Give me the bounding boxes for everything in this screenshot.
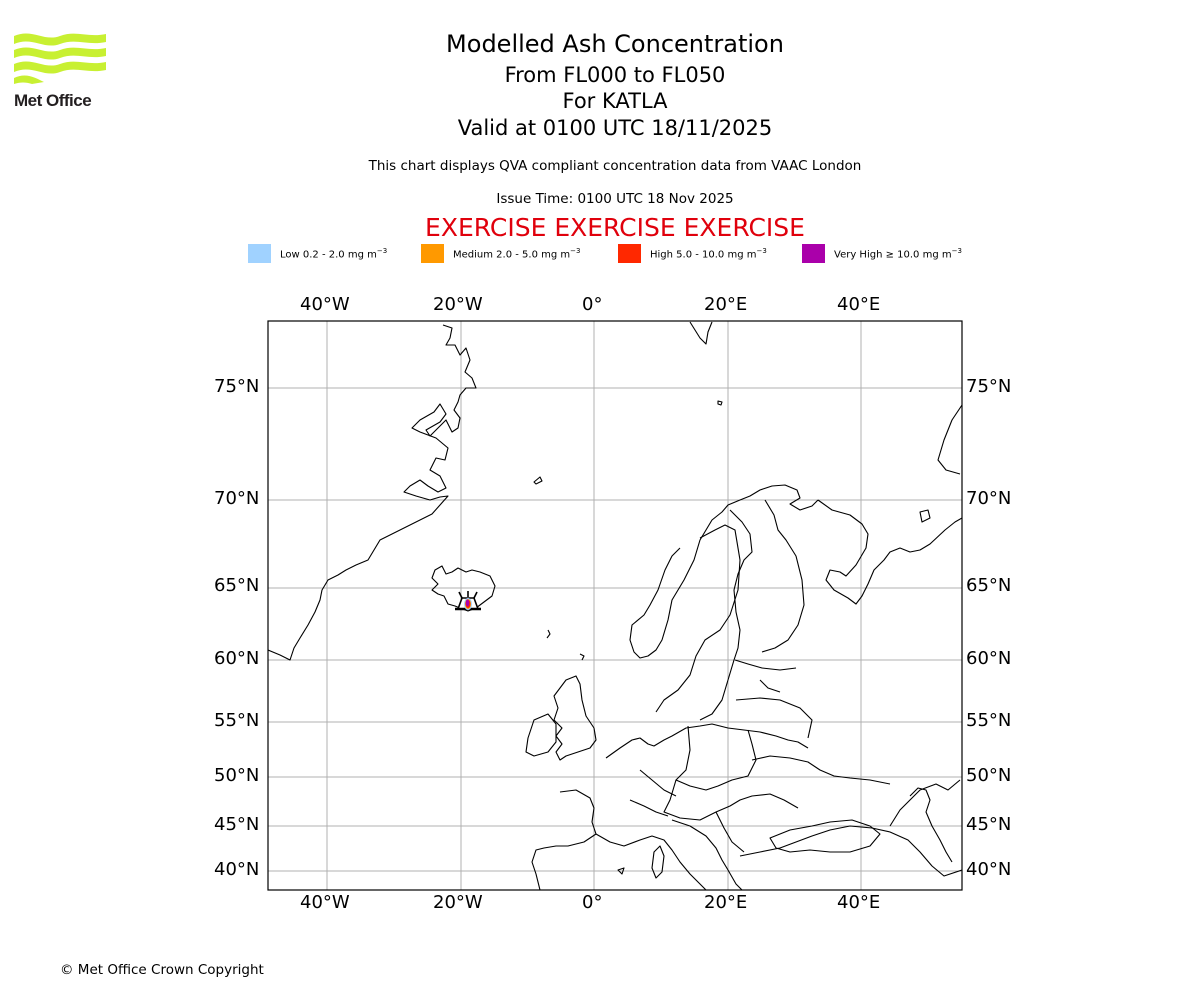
legend-swatch-medium: [421, 244, 444, 263]
lat-tick-left-45n: 45°N: [214, 814, 260, 835]
valid-time: Valid at 0100 UTC 18/11/2025: [457, 116, 773, 140]
legend-label-low: Low 0.2 - 2.0 mg m: [280, 249, 377, 261]
exercise-banner: EXERCISE EXERCISE EXERCISE: [425, 213, 805, 242]
lat-tick-left-40n: 40°N: [214, 859, 260, 880]
lat-tick-right-65n: 65°N: [966, 575, 1012, 596]
lon-tick-top-0: 0°: [582, 294, 603, 315]
lat-tick-left-55n: 55°N: [214, 710, 260, 731]
met-office-logo-icon: [14, 33, 106, 84]
met-office-logo-text: Met Office: [14, 91, 92, 110]
lon-tick-bottom-40e: 40°E: [837, 892, 881, 913]
lat-tick-left-65n: 65°N: [214, 575, 260, 596]
legend-item-medium: Medium 2.0 - 5.0 mg m−3: [421, 244, 580, 263]
legend-swatch-very-high: [802, 244, 825, 263]
lat-tick-right-75n: 75°N: [966, 376, 1012, 397]
lon-tick-top-20w: 20°W: [433, 294, 483, 315]
lat-tick-left-60n: 60°N: [214, 648, 260, 669]
lat-tick-right-70n: 70°N: [966, 488, 1012, 509]
lat-tick-left-50n: 50°N: [214, 765, 260, 786]
flight-level-range: From FL000 to FL050: [504, 63, 726, 87]
legend-label-medium: Medium 2.0 - 5.0 mg m: [453, 249, 571, 261]
lon-tick-bottom-20e: 20°E: [704, 892, 748, 913]
graticule-gridlines: [268, 321, 962, 890]
legend-item-very-high: Very High ≥ 10.0 mg m−3: [802, 244, 962, 263]
lat-tick-right-50n: 50°N: [966, 765, 1012, 786]
lat-tick-left-70n: 70°N: [214, 488, 260, 509]
issue-time: Issue Time: 0100 UTC 18 Nov 2025: [496, 191, 734, 207]
lat-tick-right-45n: 45°N: [966, 814, 1012, 835]
ireland-coast: [525, 713, 557, 757]
iceland-coast: [431, 565, 496, 612]
legend-swatch-high: [618, 244, 641, 263]
source-note: This chart displays QVA compliant concen…: [368, 158, 862, 174]
chart-title: Modelled Ash Concentration: [446, 30, 784, 58]
legend-label-high: High 5.0 - 10.0 mg m: [650, 249, 757, 261]
ash-plume: [464, 598, 472, 610]
lat-tick-left-75n: 75°N: [214, 376, 260, 397]
lon-tick-top-40e: 40°E: [837, 294, 881, 315]
britain-coast: [553, 675, 597, 761]
lon-tick-top-40w: 40°W: [300, 294, 350, 315]
legend-item-low: Low 0.2 - 2.0 mg m−3: [248, 244, 387, 263]
lon-tick-top-20e: 20°E: [704, 294, 748, 315]
copyright-notice: © Met Office Crown Copyright: [60, 962, 264, 978]
legend-swatch-low: [248, 244, 271, 263]
lat-tick-right-55n: 55°N: [966, 710, 1012, 731]
volcano-name: For KATLA: [562, 89, 668, 113]
coastlines: [268, 321, 962, 890]
legend-item-high: High 5.0 - 10.0 mg m−3: [618, 244, 767, 263]
lon-tick-bottom-0: 0°: [582, 892, 603, 913]
map-frame: [267, 320, 963, 891]
concentration-legend: Low 0.2 - 2.0 mg m−3 Medium 2.0 - 5.0 mg…: [0, 244, 1200, 264]
legend-label-very-high: Very High ≥ 10.0 mg m: [834, 249, 952, 261]
lon-tick-bottom-20w: 20°W: [433, 892, 483, 913]
lat-tick-right-60n: 60°N: [966, 648, 1012, 669]
lat-tick-right-40n: 40°N: [966, 859, 1012, 880]
lon-tick-bottom-40w: 40°W: [300, 892, 350, 913]
